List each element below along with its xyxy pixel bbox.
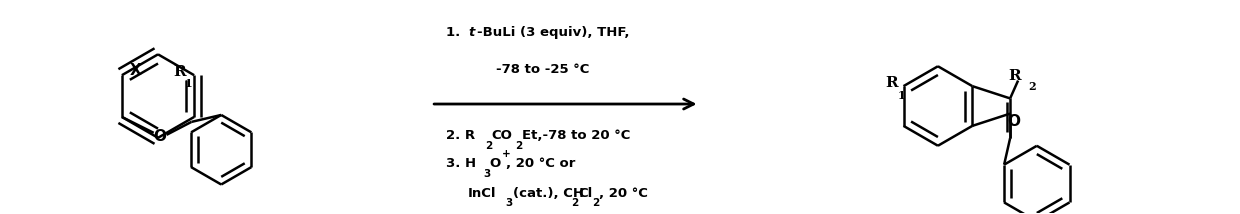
- Text: 2: 2: [593, 198, 599, 208]
- Text: -78 to -25 °C: -78 to -25 °C: [496, 63, 589, 76]
- Text: 2: 2: [572, 198, 579, 208]
- Text: 2: 2: [485, 141, 492, 151]
- Text: t: t: [467, 26, 475, 39]
- Text: -BuLi (3 equiv), THF,: -BuLi (3 equiv), THF,: [477, 26, 630, 39]
- Text: X: X: [130, 63, 141, 78]
- Text: 3: 3: [482, 169, 490, 178]
- Text: +: +: [502, 149, 511, 159]
- Text: Et,-78 to 20 °C: Et,-78 to 20 °C: [522, 129, 630, 142]
- Text: , 20 °C or: , 20 °C or: [506, 157, 575, 170]
- Text: (cat.), CH: (cat.), CH: [512, 187, 584, 200]
- Text: 1.: 1.: [446, 26, 465, 39]
- Text: CO: CO: [492, 129, 512, 142]
- Text: 1: 1: [898, 90, 905, 101]
- Text: 1: 1: [185, 78, 192, 89]
- Text: InCl: InCl: [467, 187, 496, 200]
- Text: O: O: [490, 157, 501, 170]
- Text: R: R: [885, 76, 898, 90]
- Text: 3. H: 3. H: [446, 157, 476, 170]
- Text: R: R: [174, 65, 186, 79]
- Text: Cl: Cl: [578, 187, 593, 200]
- Text: 2: 2: [1028, 82, 1035, 92]
- Text: 2: 2: [515, 141, 522, 151]
- Text: 3: 3: [506, 198, 513, 208]
- Text: R: R: [1009, 68, 1022, 83]
- Text: 2. R: 2. R: [446, 129, 475, 142]
- Text: O: O: [153, 129, 166, 144]
- Text: O: O: [1008, 114, 1021, 129]
- Text: , 20 °C: , 20 °C: [599, 187, 649, 200]
